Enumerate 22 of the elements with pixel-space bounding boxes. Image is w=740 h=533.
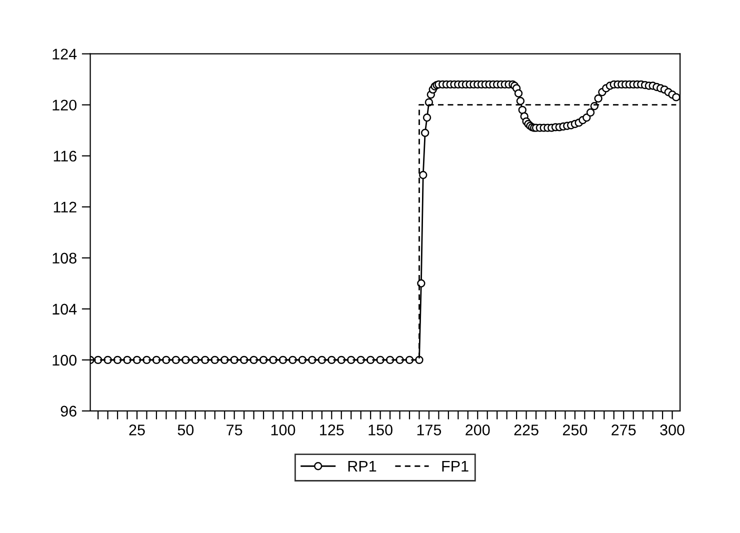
y-tick-label: 112 (54, 202, 76, 212)
y-tick-label: 100 (52, 354, 76, 366)
legend-label: FP1 (442, 460, 468, 472)
y-tick-label: 116 (54, 150, 76, 162)
y-tick-label: 104 (52, 304, 77, 315)
x-tick-label: 75 (226, 424, 242, 436)
x-tick-label: 275 (612, 424, 636, 436)
y-tick-label: 108 (52, 252, 76, 264)
y-tick-label: 120 (52, 100, 76, 111)
x-tick-label: 250 (562, 424, 588, 436)
x-tick-label: 175 (417, 424, 442, 436)
y-tick-label: 96 (60, 406, 76, 417)
legend-label: RP1 (348, 460, 376, 472)
x-tick-label: 100 (271, 424, 296, 436)
x-tick-label: 225 (514, 424, 538, 436)
x-tick-label: 300 (660, 424, 684, 436)
x-tick-label: 200 (466, 424, 490, 436)
x-tick-label: 125 (320, 424, 344, 436)
x-tick-label: 25 (129, 424, 145, 436)
x-tick-label: 50 (178, 424, 194, 436)
x-tick-label: 150 (368, 424, 392, 436)
y-tick-label: 124 (52, 48, 77, 60)
